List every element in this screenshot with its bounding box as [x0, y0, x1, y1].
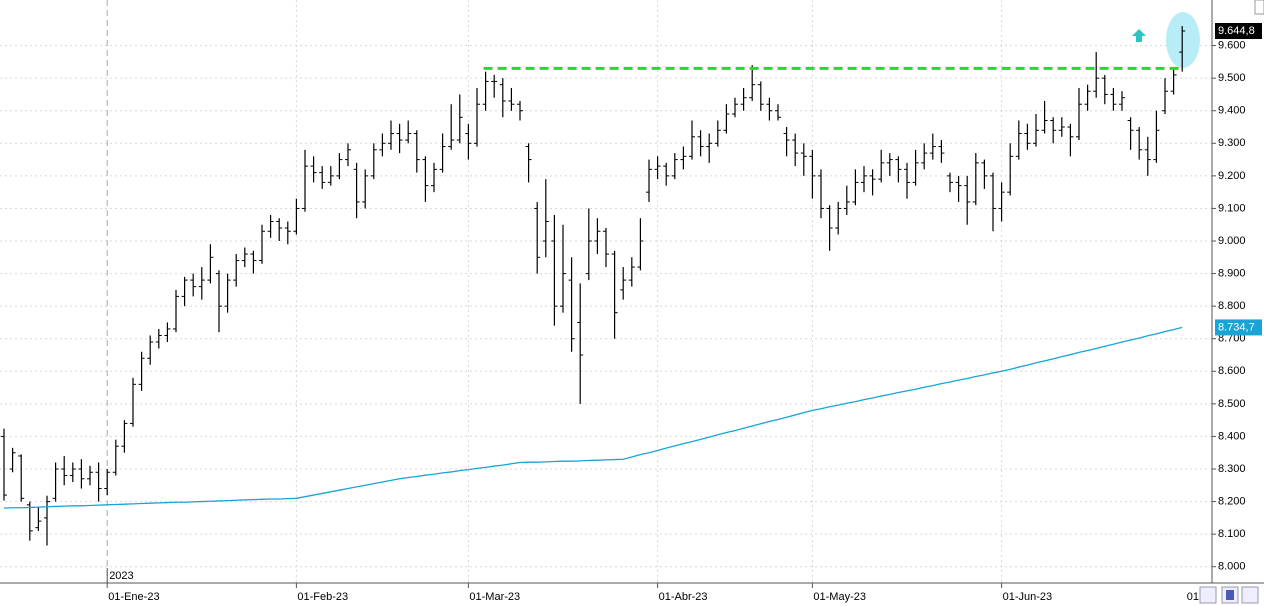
up-arrow [1132, 29, 1146, 42]
year-label: 2023 [109, 570, 133, 582]
y-tick-label: 8.100 [1218, 528, 1246, 540]
last-value-box [1215, 23, 1262, 40]
y-tick-label: 8.300 [1218, 463, 1246, 475]
y-tick-label: 8.700 [1218, 333, 1246, 345]
x-tick-label: 01-Jun-23 [1003, 591, 1053, 603]
y-tick-label: 9.600 [1218, 40, 1246, 52]
x-tick-label: 01-Abr-23 [659, 591, 708, 603]
x-cut-label: 01 [1187, 591, 1199, 603]
y-tick-label: 8.800 [1218, 300, 1246, 312]
save-icon [1226, 590, 1234, 600]
y-tick-label: 9.500 [1218, 72, 1246, 84]
x-tick-label: 01-Mar-23 [469, 591, 520, 603]
y-tick-label: 8.200 [1218, 495, 1246, 507]
y-tick-label: 8.400 [1218, 430, 1246, 442]
pin-button[interactable] [1241, 586, 1259, 604]
highlight-ellipse [1166, 12, 1200, 68]
zoom-button[interactable] [1199, 586, 1217, 604]
x-tick-label: 01-Ene-23 [108, 591, 159, 603]
moving-average-line [3, 326, 1183, 509]
last-value-label: 9.644,8 [1218, 25, 1255, 37]
y-tick-label: 9.200 [1218, 170, 1246, 182]
y-tick-label: 8.600 [1218, 365, 1246, 377]
x-axis-panel [0, 583, 1264, 606]
last-value-label: 8.734,7 [1218, 321, 1255, 333]
last-value-box [1215, 319, 1262, 336]
y-tick-label: 9.400 [1218, 105, 1246, 117]
y-tick-label: 8.900 [1218, 267, 1246, 279]
label-layer: 8.000 8.100 8.200 8.300 8.400 8.500 8.600 8.700… [106, 23, 1262, 603]
y-tick-label: 9.300 [1218, 137, 1246, 149]
y-axis-panel [1212, 0, 1264, 583]
corner-button[interactable] [1254, 0, 1264, 15]
y-tick-label: 8.000 [1218, 561, 1246, 573]
x-tick-label: 01-May-23 [813, 591, 866, 603]
y-tick-label: 8.500 [1218, 398, 1246, 410]
y-tick-label: 9.000 [1218, 235, 1246, 247]
plot-layer [1, 26, 1186, 546]
y-tick-label: 9.100 [1218, 202, 1246, 214]
x-tick-label: 01-Feb-23 [297, 591, 348, 603]
